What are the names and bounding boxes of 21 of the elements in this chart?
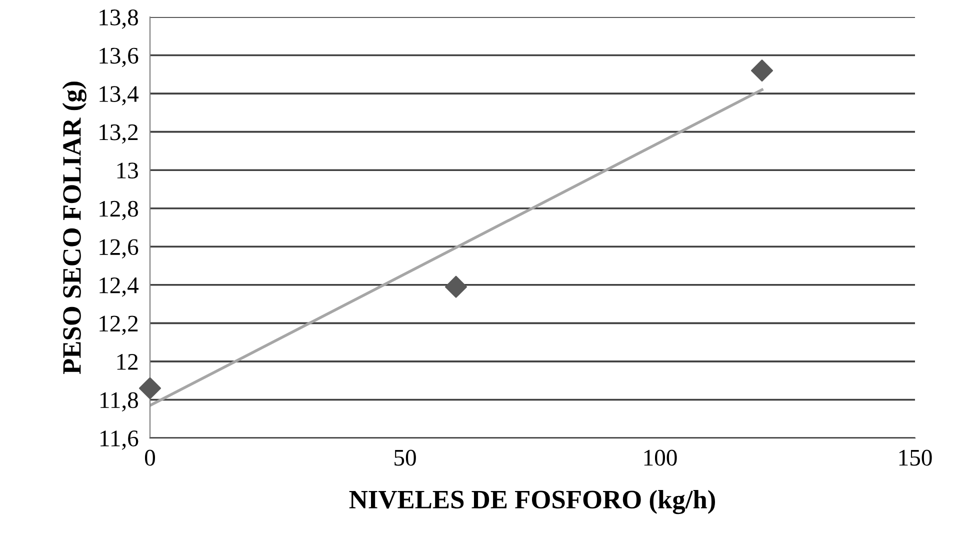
y-tick-label: 12,6	[100, 239, 138, 258]
x-tick-label: 150	[899, 450, 932, 466]
y-tick-label: 11,8	[100, 392, 138, 412]
x-axis-title: NIVELES DE FOSFORO (kg/h)	[349, 490, 715, 514]
y-tick-label: 12,4	[100, 277, 139, 297]
x-tick-label: 50	[394, 450, 416, 466]
point	[751, 60, 773, 82]
y-tick-label: 11,6	[100, 430, 138, 450]
x-tick-label: 100	[644, 450, 677, 466]
y-tick-label: 13,4	[100, 86, 139, 106]
y-tick-label: 13,6	[100, 48, 138, 68]
y-tick-label: 13	[117, 162, 138, 179]
point	[139, 377, 161, 400]
y-tick-label: 12,8	[100, 200, 138, 220]
y-tick-label: 13,2	[100, 124, 138, 144]
y-axis-title: PESO SECO FOLIAR (g)	[62, 82, 86, 374]
x-tick-label: 0	[144, 450, 156, 466]
point	[445, 276, 467, 298]
y-tick-label: 12	[117, 354, 138, 370]
y-tick-label: 13,8	[100, 9, 138, 29]
y-tick-label: 12,2	[100, 316, 138, 336]
